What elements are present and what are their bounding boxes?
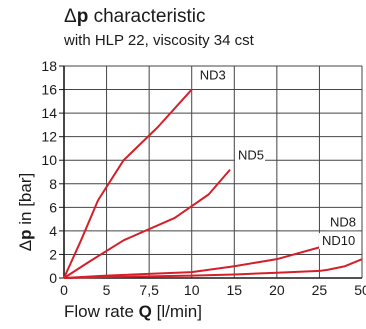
curve-nd3 — [63, 88, 193, 279]
curve-label-bg — [319, 233, 357, 250]
curve-label-nd5: ND5 — [238, 148, 264, 163]
curve-label-bg — [196, 67, 227, 84]
x-tick-label: 7,5 — [139, 282, 159, 298]
y-tick-label: 8 — [49, 176, 57, 192]
x-tick-label: 5 — [103, 282, 111, 298]
x-tick-label: 25 — [312, 282, 328, 298]
y-tick-label: 12 — [41, 129, 57, 145]
y-tick-label: 0 — [49, 270, 57, 286]
y-tick-label: 16 — [41, 82, 57, 98]
curve-label-nd8: ND8 — [330, 214, 356, 229]
curve-label-bg — [235, 147, 266, 164]
x-tick-label: 20 — [269, 282, 285, 298]
y-tick-label: 6 — [49, 199, 57, 215]
y-tick-label: 4 — [49, 223, 57, 239]
curve-label-nd10: ND10 — [322, 233, 355, 248]
x-tick-label: 10 — [184, 282, 200, 298]
curve-label-nd3: ND3 — [200, 68, 226, 83]
x-tick-label: 0 — [60, 282, 68, 298]
y-tick-label: 2 — [49, 246, 57, 262]
x-tick-label: 50 — [354, 282, 366, 298]
x-tick-label: 15 — [226, 282, 242, 298]
y-tick-label: 10 — [41, 152, 57, 168]
chart-title: Δp characteristic — [64, 6, 206, 27]
curve-nd5 — [63, 168, 231, 279]
y-tick-label: 18 — [41, 58, 57, 74]
y-axis-label: Δp in [bar] — [16, 172, 35, 252]
x-axis-label: Flow rate Q [l/min] — [64, 302, 202, 321]
y-axis-label-wrap: Δp in [bar] — [0, 0, 35, 251]
curve-nd10 — [63, 258, 363, 279]
y-tick-label: 14 — [41, 105, 57, 121]
chart-subtitle: with HLP 22, viscosity 34 cst — [64, 32, 254, 49]
curve-label-bg — [327, 214, 357, 231]
